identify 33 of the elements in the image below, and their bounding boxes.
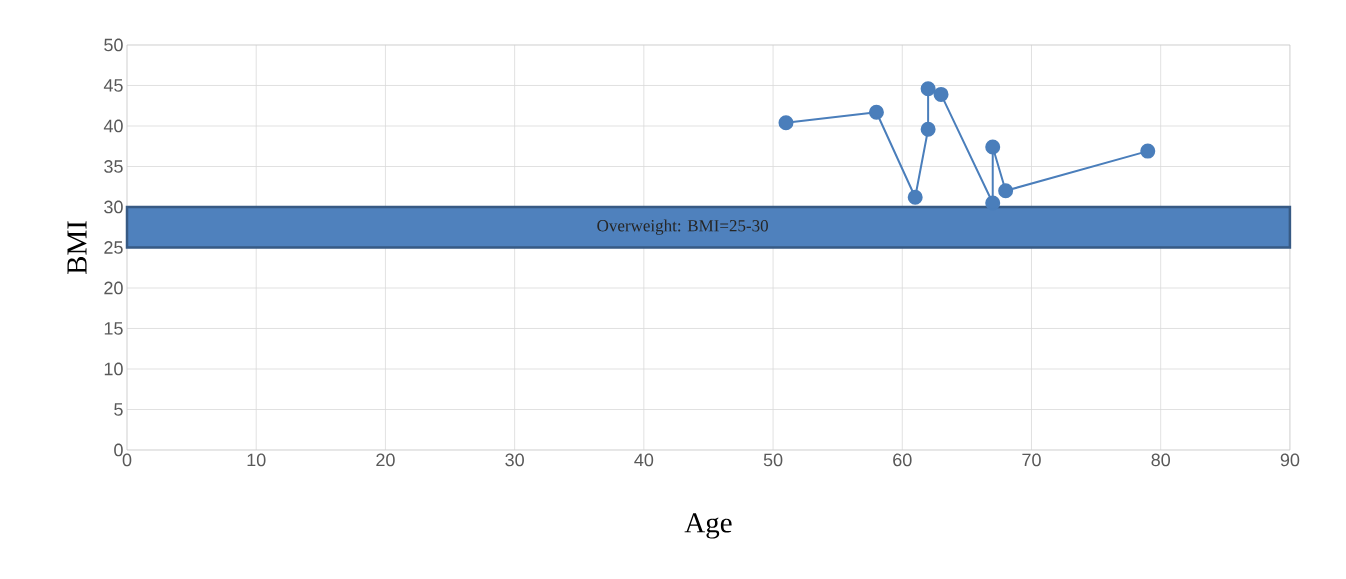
x-tick-label: 90 xyxy=(1280,453,1300,467)
band-label: Overweight: BMI=25-30 xyxy=(597,219,768,235)
point xyxy=(920,121,936,137)
x-axis-title: Age xyxy=(684,513,732,539)
x-tick-label: 10 xyxy=(247,453,266,467)
y-axis-title: BMI xyxy=(67,221,87,275)
x-tick-label: 40 xyxy=(634,453,654,467)
x-tick-label: 50 xyxy=(763,453,783,467)
y-tick-label: 35 xyxy=(104,160,123,173)
point xyxy=(868,104,884,120)
y-tick-label: 10 xyxy=(104,362,123,376)
x-tick-label: 70 xyxy=(1022,453,1041,467)
y-tick-label: 15 xyxy=(104,322,123,335)
y-tick-label: 0 xyxy=(114,443,123,457)
y-tick-label: 45 xyxy=(103,79,123,92)
y-tick-label: 30 xyxy=(104,200,123,214)
y-tick-label: 5 xyxy=(114,403,123,416)
y-tick-label: 25 xyxy=(104,241,123,254)
x-tick-label: 30 xyxy=(505,453,524,467)
point xyxy=(1140,143,1156,159)
point xyxy=(998,183,1014,199)
y-tick-label: 50 xyxy=(104,38,123,52)
x-tick-label: 60 xyxy=(893,453,912,467)
x-tick-label: 80 xyxy=(1151,453,1171,467)
x-tick-label: 20 xyxy=(376,453,395,467)
point xyxy=(920,81,936,97)
y-tick-label: 20 xyxy=(104,281,123,295)
point xyxy=(985,139,1001,155)
point xyxy=(907,189,923,205)
point xyxy=(933,86,949,102)
point xyxy=(985,195,1001,211)
y-tick-label: 40 xyxy=(103,119,123,133)
point xyxy=(778,115,794,131)
